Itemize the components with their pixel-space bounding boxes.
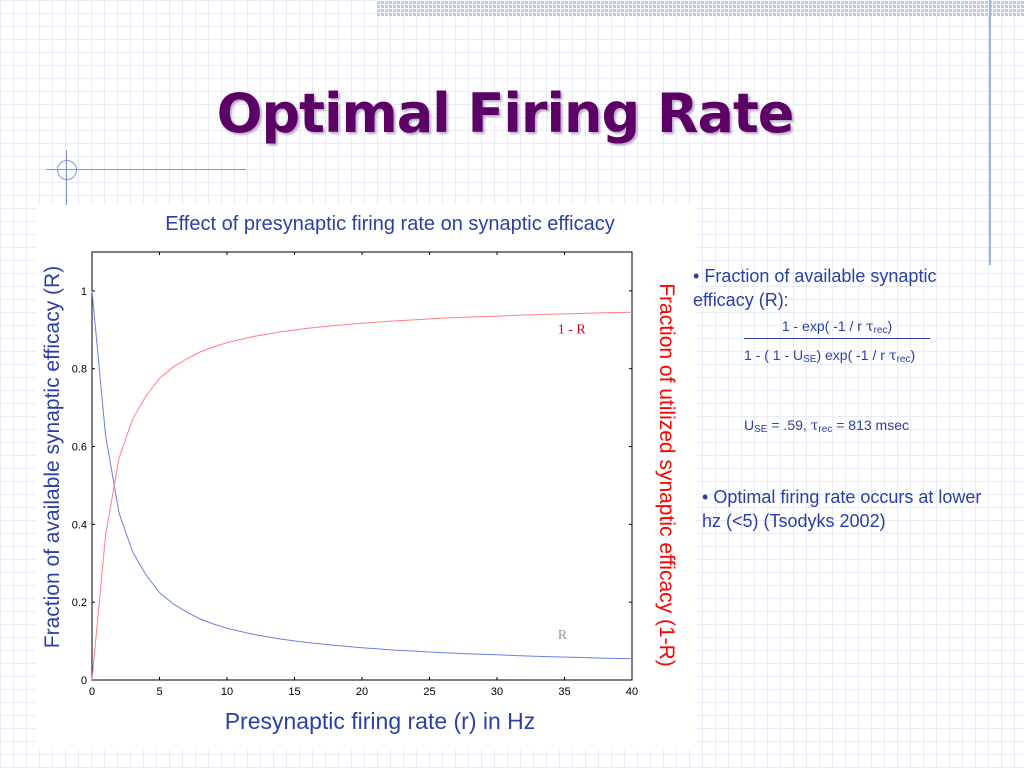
x-tick-label: 0 — [89, 686, 95, 698]
bullet-text: Optimal firing rate occurs at lower hz (… — [702, 487, 982, 531]
decorative-vertical-line — [989, 0, 991, 265]
formula-denominator: 1 - ( 1 - USE) exp( -1 / r τrec) — [744, 347, 966, 365]
x-tick-label: 5 — [156, 686, 162, 698]
y-tick-label: 0.4 — [72, 519, 87, 531]
subscript-rec: rec — [873, 325, 888, 336]
param-use-value: = .59, — [767, 417, 811, 433]
subscript-se: SE — [754, 424, 768, 435]
bullet-text: Fraction of available synaptic efficacy … — [693, 266, 937, 310]
x-tick-label: 30 — [491, 686, 503, 698]
bullet-dot: • — [702, 487, 709, 507]
bullet-dot: • — [693, 266, 700, 286]
bullet-optimal-rate: • Optimal firing rate occurs at lower hz… — [702, 485, 1002, 533]
y-tick-label: 0.6 — [72, 442, 87, 454]
slide-title: Optimal Firing Rate — [216, 82, 795, 145]
y-tick-label: 0.8 — [72, 364, 87, 376]
decorative-short-vertical-line — [66, 150, 67, 212]
x-tick-label: 40 — [626, 686, 638, 698]
formula-close-paren: ) — [910, 347, 916, 363]
x-tick-label: 20 — [356, 686, 368, 698]
decorative-grid-band — [376, 0, 1024, 16]
subscript-rec: rec — [818, 424, 833, 435]
subscript-se: SE — [803, 354, 817, 365]
formula-denominator-text-a: 1 - ( 1 - U — [744, 347, 804, 363]
series-line-one-minus-r — [91, 311, 633, 681]
formula-numerator-text: 1 - exp( -1 / r — [781, 318, 866, 334]
y-tick-label: 0.2 — [72, 597, 87, 609]
plot-frame — [91, 251, 633, 681]
tau-symbol: τ — [865, 319, 874, 335]
x-tick-label: 15 — [288, 686, 300, 698]
formula-numerator: 1 - exp( -1 / r τrec) — [744, 318, 930, 339]
series-annotation-one-minus-r: 1 - R — [558, 323, 587, 338]
x-tick-label: 35 — [558, 686, 570, 698]
bullet-available-efficacy: • Fraction of available synaptic efficac… — [693, 264, 993, 312]
y-tick-label: 1 — [81, 286, 87, 298]
x-tick-label: 25 — [423, 686, 435, 698]
formula-denominator-text-b: ) exp( -1 / r — [816, 347, 889, 363]
decorative-horizontal-line — [46, 169, 246, 170]
y-tick-label: 0 — [81, 675, 87, 687]
param-u: U — [744, 417, 755, 433]
x-axis-label: Presynaptic firing rate (r) in Hz — [224, 708, 536, 734]
tau-symbol: τ — [888, 348, 897, 364]
decorative-circle — [57, 160, 77, 180]
chart-title: Effect of presynaptic firing rate on syn… — [165, 213, 615, 235]
tau-symbol: τ — [810, 418, 819, 434]
subscript-rec: rec — [896, 354, 911, 365]
parameter-values: USE = .59, τrec = 813 msec — [744, 417, 909, 435]
series-annotation-r: R — [558, 628, 568, 643]
series-line-r — [91, 290, 633, 660]
param-trec-value: = 813 msec — [832, 417, 909, 433]
formula-close-paren: ) — [887, 318, 893, 334]
x-tick-label: 10 — [221, 686, 233, 698]
